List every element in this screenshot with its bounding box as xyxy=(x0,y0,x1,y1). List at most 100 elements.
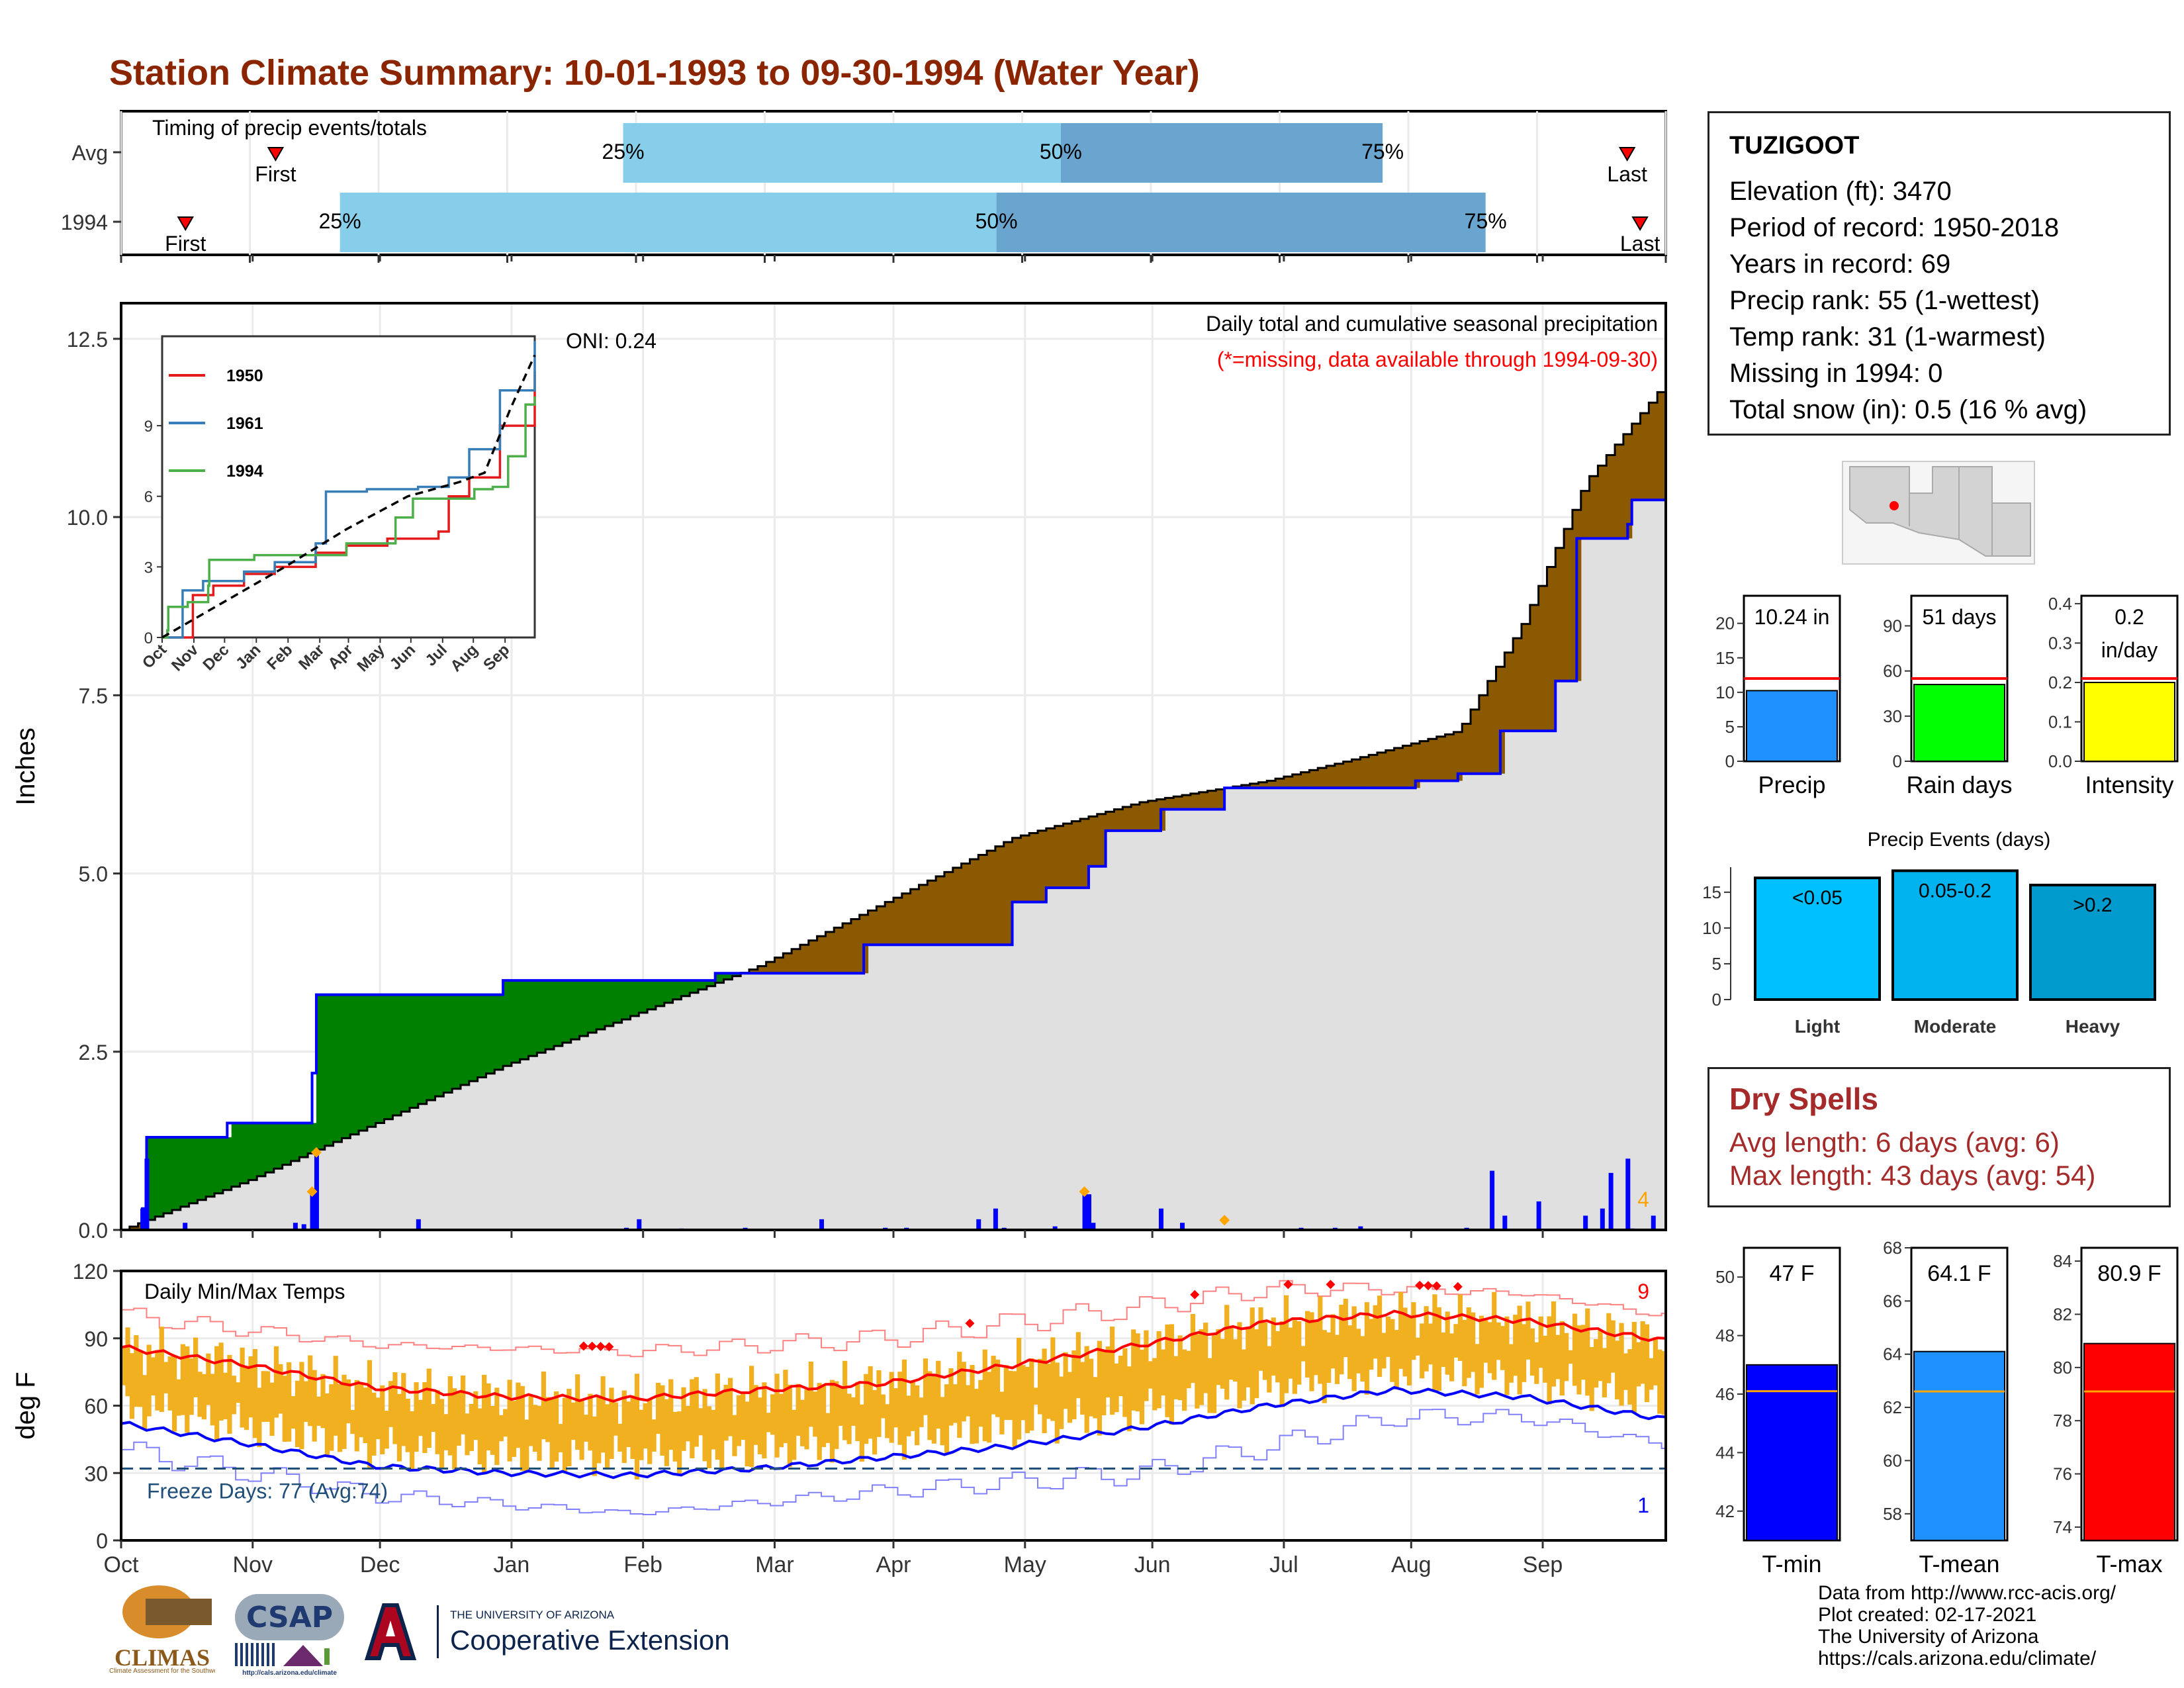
precip-surplus-band xyxy=(715,973,725,983)
precip-surplus-band xyxy=(630,980,639,1016)
daily-temp-bar xyxy=(312,1370,317,1442)
precip-deficit-band xyxy=(1351,759,1361,788)
dry-spells-avg: Avg length: 6 days (avg: 6) xyxy=(1729,1127,2060,1158)
precip-surplus-band xyxy=(308,1123,317,1154)
daily-temp-bar xyxy=(345,1379,351,1424)
precip-deficit-band xyxy=(1615,444,1624,539)
precip-deficit-band xyxy=(1038,830,1047,902)
temp-summary-ytick-label: 60 xyxy=(1883,1450,1902,1470)
precip-surplus-band xyxy=(452,994,461,1089)
precip-ytick-label: 0.0 xyxy=(79,1219,108,1243)
precip-surplus-band xyxy=(384,994,393,1119)
daily-temp-bar xyxy=(507,1380,512,1462)
daily-temp-bar xyxy=(1661,1351,1666,1415)
daily-temp-bar xyxy=(1288,1327,1293,1379)
record-max-marker xyxy=(587,1341,597,1351)
daily-temp-bar xyxy=(961,1362,966,1422)
daily-temp-bar xyxy=(1059,1376,1064,1429)
daily-temp-bar xyxy=(1297,1321,1302,1385)
daily-temp-bar xyxy=(600,1376,606,1453)
daily-precip-bar xyxy=(310,1194,315,1230)
temp-summary-ytick-label: 78 xyxy=(2053,1411,2072,1430)
temp-summary-label: T-max xyxy=(2096,1550,2162,1577)
daily-temp-bar xyxy=(1649,1358,1654,1390)
temp-xtick-label: Oct xyxy=(104,1552,139,1577)
daily-temp-bar xyxy=(1449,1333,1455,1382)
precip-surplus-band xyxy=(588,980,597,1033)
precip-surplus-band xyxy=(324,994,334,1146)
daily-precip-bar xyxy=(976,1219,981,1230)
precip-deficit-band xyxy=(1640,413,1649,500)
daily-temp-bar xyxy=(1177,1335,1183,1401)
precip-events-ytick-label: 10 xyxy=(1702,918,1721,938)
daily-temp-bar xyxy=(1322,1330,1327,1403)
precip-deficit-band xyxy=(919,884,928,945)
daily-temp-bar xyxy=(1220,1338,1225,1389)
daily-temp-bar xyxy=(1355,1329,1361,1374)
precip-surplus-band xyxy=(410,994,419,1108)
daily-temp-bar xyxy=(1381,1333,1387,1369)
precip-deficit-band xyxy=(1462,724,1471,774)
precip-surplus-band xyxy=(299,1123,308,1158)
daily-temp-bar xyxy=(1598,1330,1603,1382)
daily-temp-bar xyxy=(596,1395,602,1464)
precip-surplus-band xyxy=(206,1137,215,1197)
freeze-days-text: Freeze Days: 77 (Avg:74) xyxy=(147,1479,388,1503)
precip-deficit-band xyxy=(876,906,886,945)
daily-temp-bar xyxy=(367,1360,373,1469)
daily-temp-bar xyxy=(252,1348,257,1438)
daily-temp-bar xyxy=(1428,1323,1433,1365)
precip-deficit-band xyxy=(1071,821,1081,888)
daily-temp-bar xyxy=(1063,1352,1068,1409)
record-max-marker xyxy=(1283,1280,1293,1289)
inset-ytick-label: 0 xyxy=(144,630,153,647)
precip-surplus-band xyxy=(706,980,716,986)
precip-cumulative-line xyxy=(121,498,1666,1231)
daily-temp-bar xyxy=(1258,1307,1263,1371)
temp-xtick-label: Aug xyxy=(1391,1552,1432,1577)
daily-temp-bar xyxy=(1182,1349,1187,1411)
daily-temp-bar xyxy=(991,1356,996,1415)
precip-summary-ytick-label: 10 xyxy=(1715,682,1735,702)
daily-precip-bar xyxy=(1086,1194,1091,1230)
daily-temp-bar xyxy=(1525,1301,1531,1360)
precip-deficit-band xyxy=(936,876,945,945)
daily-temp-bar xyxy=(834,1381,839,1449)
daily-temp-bar xyxy=(1029,1358,1034,1431)
station-precip-rank: Precip rank: 55 (1-wettest) xyxy=(1729,286,2040,315)
precip-deficit-band xyxy=(1097,814,1107,867)
daily-temp-bar xyxy=(125,1327,130,1397)
daily-temp-bar xyxy=(316,1396,322,1426)
precip-deficit-band xyxy=(1547,567,1556,731)
daily-precip-bar xyxy=(183,1223,188,1230)
precip-summary-ytick-label: 0 xyxy=(1893,751,1902,771)
inset-frame xyxy=(161,335,536,639)
precip-summary-ytick-label: 0.4 xyxy=(2048,594,2072,614)
precip-surplus-band xyxy=(664,980,674,1003)
precip-deficit-band xyxy=(1657,392,1666,500)
daily-temp-bar xyxy=(732,1415,737,1456)
daily-temp-bar xyxy=(592,1416,597,1476)
daily-temp-bar xyxy=(1555,1335,1561,1380)
precip-deficit-band xyxy=(783,953,792,974)
daily-temp-bar xyxy=(1110,1327,1115,1415)
temp-summary-ytick-label: 44 xyxy=(1715,1442,1735,1462)
precip-summary-ytick-label: 30 xyxy=(1883,706,1902,726)
daily-temp-bar xyxy=(486,1383,491,1451)
daily-temp-bar xyxy=(885,1404,890,1438)
precip-deficit-band xyxy=(1589,476,1599,539)
daily-temp-bar xyxy=(1351,1306,1357,1391)
daily-temp-bar xyxy=(588,1393,593,1451)
precip-surplus-band xyxy=(265,1123,275,1173)
daily-temp-bar xyxy=(987,1372,992,1443)
daily-temp-bar xyxy=(341,1374,347,1449)
daily-temp-bar xyxy=(1415,1337,1420,1356)
temp-summary-ytick-label: 62 xyxy=(1883,1397,1902,1417)
precip-deficit-band xyxy=(1402,745,1412,788)
daily-temp-bar xyxy=(511,1401,517,1457)
precip-surplus-band xyxy=(621,980,631,1019)
precip-surplus-band xyxy=(197,1137,206,1200)
precip-deficit-band xyxy=(799,945,809,974)
precip-ytick-label: 12.5 xyxy=(67,328,108,352)
